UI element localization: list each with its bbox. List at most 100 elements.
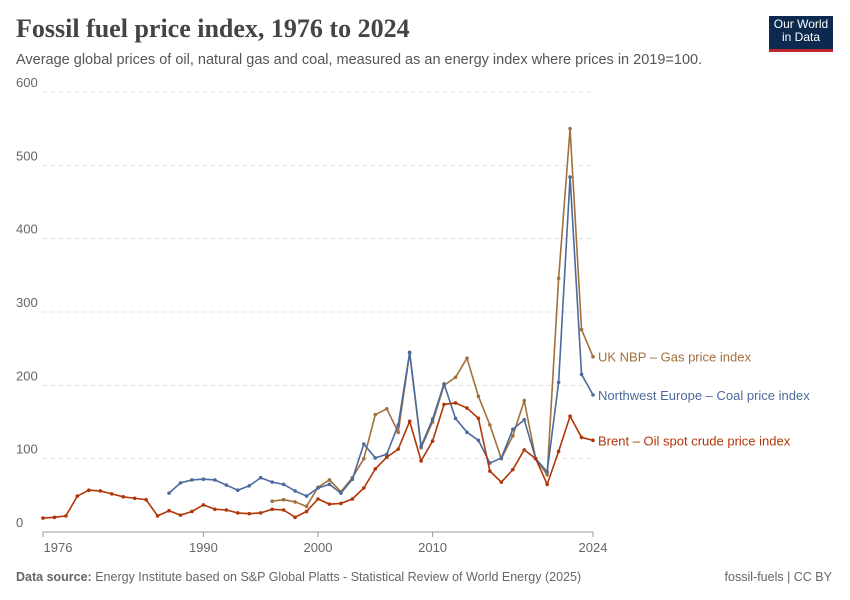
point <box>362 456 366 461</box>
point <box>350 497 355 501</box>
point <box>442 382 446 386</box>
point <box>545 482 549 487</box>
point <box>362 486 366 490</box>
point <box>339 501 343 506</box>
point <box>327 482 332 487</box>
y-tick-label: 100 <box>16 442 38 457</box>
y-tick-label: 300 <box>16 295 38 310</box>
point <box>442 402 446 407</box>
point <box>579 435 584 440</box>
point <box>568 126 572 131</box>
point <box>510 434 515 438</box>
point <box>213 478 217 482</box>
series-line <box>168 177 594 497</box>
point <box>419 459 423 463</box>
point <box>190 478 194 482</box>
point <box>591 393 595 397</box>
point <box>258 475 263 480</box>
point <box>235 488 240 493</box>
point <box>304 494 309 498</box>
point <box>465 356 469 361</box>
y-tick-label: 200 <box>16 368 38 383</box>
point <box>224 508 229 512</box>
x-tick-label: 2024 <box>579 540 608 555</box>
point <box>430 439 435 443</box>
point <box>384 452 389 457</box>
point <box>247 484 252 488</box>
series-label: UK NBP – Gas price index <box>598 350 751 365</box>
point <box>201 477 206 482</box>
point <box>178 513 183 517</box>
series-label: Brent – Oil spot crude price index <box>598 433 791 448</box>
point <box>510 467 515 472</box>
point <box>270 499 274 504</box>
point <box>568 175 572 179</box>
point <box>167 508 171 513</box>
point <box>224 483 229 487</box>
point <box>407 419 412 424</box>
point <box>247 511 252 516</box>
logo[interactable]: Our World in Data <box>769 16 833 52</box>
point <box>213 507 217 512</box>
point <box>476 394 481 399</box>
point <box>396 423 401 427</box>
source: Data source: Energy Institute based on S… <box>16 570 581 584</box>
series-label: Northwest Europe – Coal price index <box>598 388 810 403</box>
y-tick-label: 400 <box>16 222 38 237</box>
point <box>144 497 148 502</box>
point <box>407 350 412 355</box>
point <box>488 423 492 427</box>
x-tick-label: 2010 <box>418 540 447 555</box>
point <box>579 372 584 377</box>
point <box>453 416 458 421</box>
point <box>556 380 561 385</box>
point <box>281 497 286 502</box>
point <box>533 456 538 461</box>
point <box>304 509 309 514</box>
x-tick-label: 1990 <box>189 540 218 555</box>
point <box>453 375 458 380</box>
point <box>499 480 504 484</box>
point <box>568 414 572 418</box>
point <box>121 495 126 499</box>
point <box>327 478 332 482</box>
point <box>304 504 309 509</box>
point <box>465 430 469 435</box>
point <box>270 480 274 484</box>
y-tick-label: 500 <box>16 148 38 163</box>
point <box>350 477 355 482</box>
point <box>339 491 343 495</box>
point <box>556 449 561 454</box>
point <box>499 456 504 460</box>
point <box>545 470 549 474</box>
point <box>293 500 297 504</box>
chart-subtitle: Average global prices of oil, natural ga… <box>16 52 703 68</box>
point <box>396 430 401 435</box>
point <box>64 514 68 518</box>
point <box>465 406 469 410</box>
point <box>316 497 320 501</box>
point <box>362 442 366 446</box>
x-tick-label: 1976 <box>44 540 73 555</box>
point <box>293 515 297 520</box>
point <box>556 276 561 281</box>
point <box>373 412 378 417</box>
source-text: Energy Institute based on S&P Global Pla… <box>95 570 582 584</box>
point <box>190 509 194 514</box>
point <box>235 511 240 515</box>
point <box>293 489 297 493</box>
point <box>476 438 481 443</box>
x-tick-label: 2000 <box>304 540 333 555</box>
source-label: Data source: <box>16 570 92 584</box>
point <box>384 455 389 460</box>
point <box>419 444 423 449</box>
point <box>270 507 274 512</box>
y-tick-label: 600 <box>16 75 38 90</box>
point <box>155 514 160 518</box>
point <box>281 508 286 512</box>
license: fossil-fuels | CC BY <box>724 570 832 584</box>
point <box>98 489 103 493</box>
point <box>41 516 45 520</box>
point <box>453 401 458 405</box>
